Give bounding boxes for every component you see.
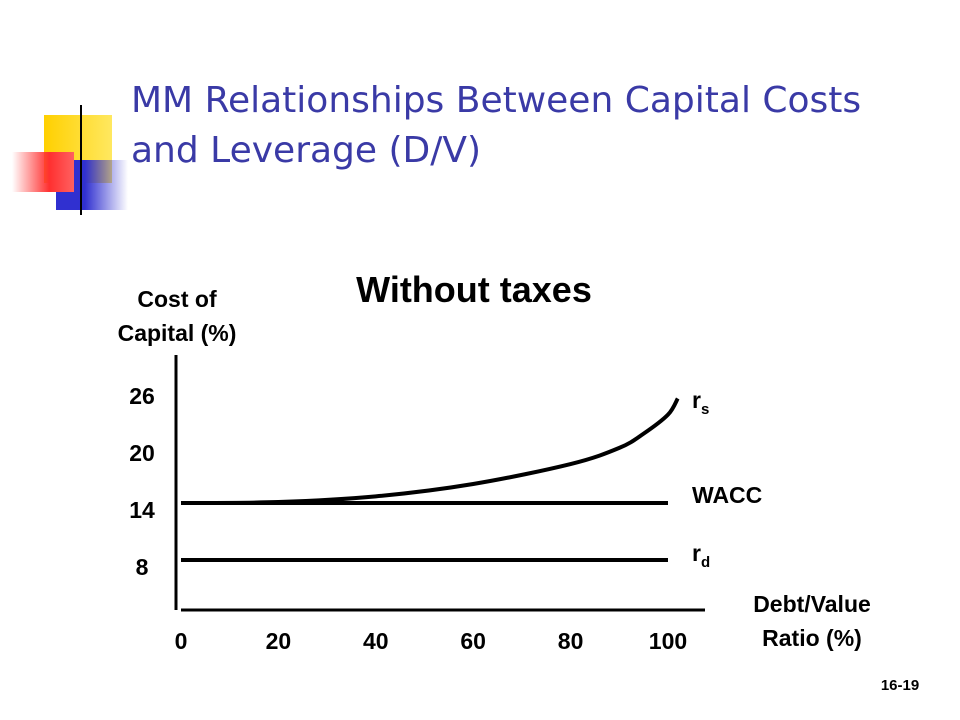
y-tick-label: 20 bbox=[129, 440, 155, 466]
series-label: WACC bbox=[692, 482, 762, 508]
slide-title: and Leverage (D/V) bbox=[131, 130, 481, 171]
chart-title: Without taxes bbox=[356, 269, 592, 310]
x-tick-label: 100 bbox=[649, 628, 687, 654]
chart: Without taxes Cost of Capital (%) Debt/Valu… bbox=[118, 269, 871, 654]
x-axis-label: Debt/Value bbox=[753, 591, 871, 617]
x-axis-label: Ratio (%) bbox=[762, 625, 862, 651]
decoration bbox=[12, 105, 870, 215]
y-axis-label: Capital (%) bbox=[118, 320, 237, 346]
y-tick-label: 14 bbox=[129, 497, 155, 523]
x-tick-label: 60 bbox=[460, 628, 486, 654]
y-tick-label: 26 bbox=[129, 383, 155, 409]
series-label: rd bbox=[692, 540, 710, 571]
y-tick-label: 8 bbox=[136, 554, 149, 580]
series-line bbox=[180, 397, 680, 505]
x-tick-label: 80 bbox=[558, 628, 584, 654]
x-tick-label: 20 bbox=[266, 628, 292, 654]
slide-number: 16-19 bbox=[881, 677, 919, 694]
y-axis-label: Cost of bbox=[137, 286, 217, 312]
x-tick-label: 0 bbox=[175, 628, 188, 654]
slide-title: MM Relationships Between Capital Costs bbox=[131, 80, 861, 121]
x-tick-label: 40 bbox=[363, 628, 389, 654]
series-label: rs bbox=[692, 387, 709, 418]
